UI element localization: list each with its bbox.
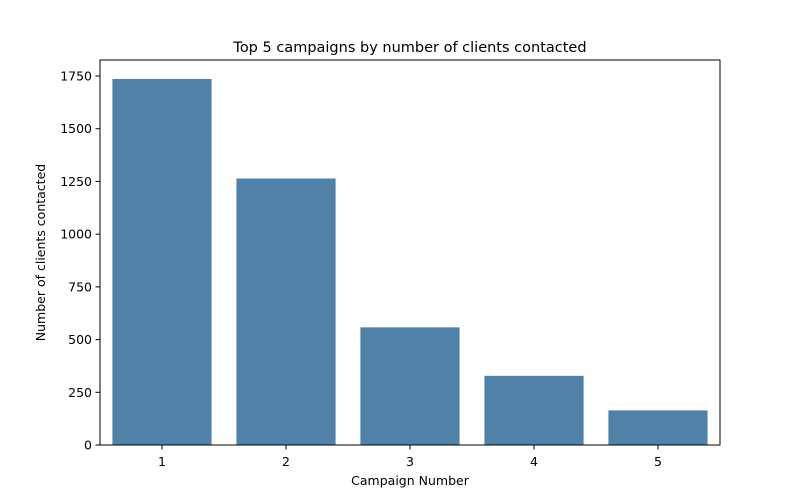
x-axis-label: Campaign Number (351, 473, 470, 488)
x-tick-label: 5 (654, 454, 662, 469)
y-axis-label: Number of clients contacted (33, 164, 48, 341)
y-tick-label: 750 (68, 279, 92, 294)
x-tick-label: 3 (406, 454, 414, 469)
y-axis: 0 250 500 750 1000 1250 1500 1750 (60, 69, 100, 453)
x-axis: 1 2 3 4 5 (158, 445, 662, 469)
x-tick-label: 4 (530, 454, 538, 469)
bar-campaign-3 (360, 327, 460, 445)
y-tick-label: 500 (68, 332, 92, 347)
y-tick-label: 250 (68, 385, 92, 400)
chart-title: Top 5 campaigns by number of clients con… (232, 40, 586, 56)
bar-campaign-5 (608, 410, 708, 445)
plot-frame (99, 59, 721, 446)
y-tick-label: 1750 (60, 69, 92, 84)
bars-layer (112, 78, 708, 446)
y-tick-label: 1250 (60, 174, 92, 189)
bar-campaign-2 (236, 178, 336, 446)
y-tick-label: 0 (84, 438, 92, 453)
x-tick-label: 1 (158, 454, 166, 469)
bar-campaign-4 (484, 375, 584, 445)
bar-campaign-1 (112, 78, 212, 445)
x-tick-label: 2 (282, 454, 290, 469)
y-tick-label: 1500 (60, 121, 92, 136)
y-tick-label: 1000 (60, 227, 92, 242)
